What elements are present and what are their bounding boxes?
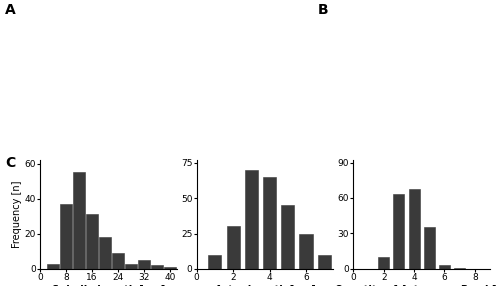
Bar xyxy=(60,204,72,269)
Bar xyxy=(318,255,331,269)
Bar xyxy=(408,188,420,269)
Bar xyxy=(138,260,150,269)
Bar xyxy=(47,264,59,269)
Bar xyxy=(112,253,124,269)
Bar xyxy=(424,227,434,269)
Bar xyxy=(152,265,163,269)
Bar xyxy=(439,265,450,269)
Bar xyxy=(263,177,276,269)
X-axis label: Spindle Length [μm]: Spindle Length [μm] xyxy=(52,285,165,286)
Bar xyxy=(454,268,465,269)
Bar xyxy=(300,234,312,269)
Text: C: C xyxy=(5,156,15,170)
Bar xyxy=(226,227,239,269)
Y-axis label: Frequency [n]: Frequency [n] xyxy=(12,181,22,248)
X-axis label: Quantity of Asters per Bead [n]: Quantity of Asters per Bead [n] xyxy=(335,285,500,286)
Text: A: A xyxy=(5,3,16,17)
Bar xyxy=(73,172,85,269)
Bar xyxy=(126,264,137,269)
Bar xyxy=(245,170,258,269)
Bar xyxy=(208,255,222,269)
Bar xyxy=(86,214,98,269)
X-axis label: Aster Length [μm]: Aster Length [μm] xyxy=(214,285,316,286)
Bar xyxy=(164,267,176,269)
Text: B: B xyxy=(318,3,328,17)
Bar xyxy=(281,205,294,269)
Bar xyxy=(378,257,389,269)
Bar xyxy=(99,237,111,269)
Bar xyxy=(394,194,404,269)
